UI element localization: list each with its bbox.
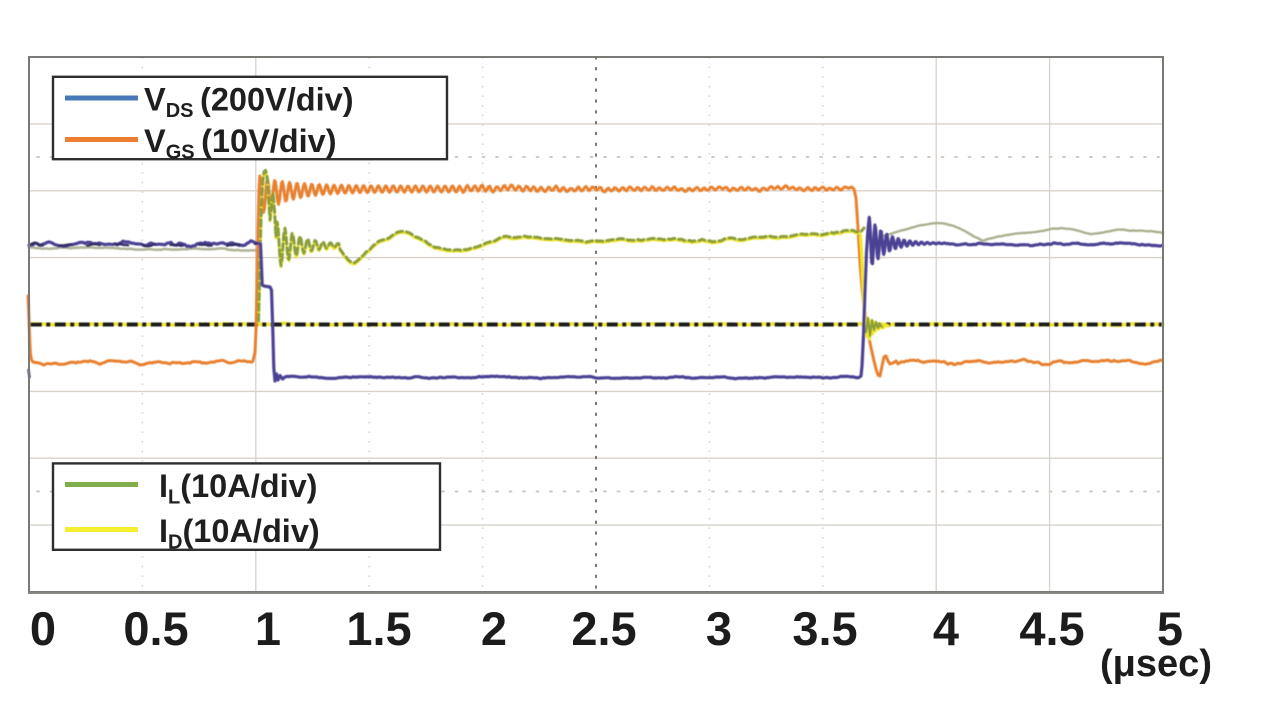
svg-text:3: 3 xyxy=(706,602,732,655)
svg-text:0.5: 0.5 xyxy=(123,602,188,655)
svg-text:ID(10A/div): ID(10A/div) xyxy=(159,513,320,554)
svg-text:1: 1 xyxy=(255,602,281,655)
svg-text:2.5: 2.5 xyxy=(571,602,636,655)
svg-text:(μsec): (μsec) xyxy=(1100,643,1212,685)
svg-text:IL(10A/div): IL(10A/div) xyxy=(159,468,318,509)
svg-text:3.5: 3.5 xyxy=(792,602,857,655)
svg-text:4.5: 4.5 xyxy=(1019,602,1084,655)
svg-text:0: 0 xyxy=(30,602,56,655)
svg-text:VGS (10V/div): VGS (10V/div) xyxy=(144,123,337,164)
svg-text:2: 2 xyxy=(481,602,507,655)
svg-text:4: 4 xyxy=(933,602,959,655)
svg-text:1.5: 1.5 xyxy=(346,602,411,655)
svg-text:5: 5 xyxy=(1157,602,1183,655)
